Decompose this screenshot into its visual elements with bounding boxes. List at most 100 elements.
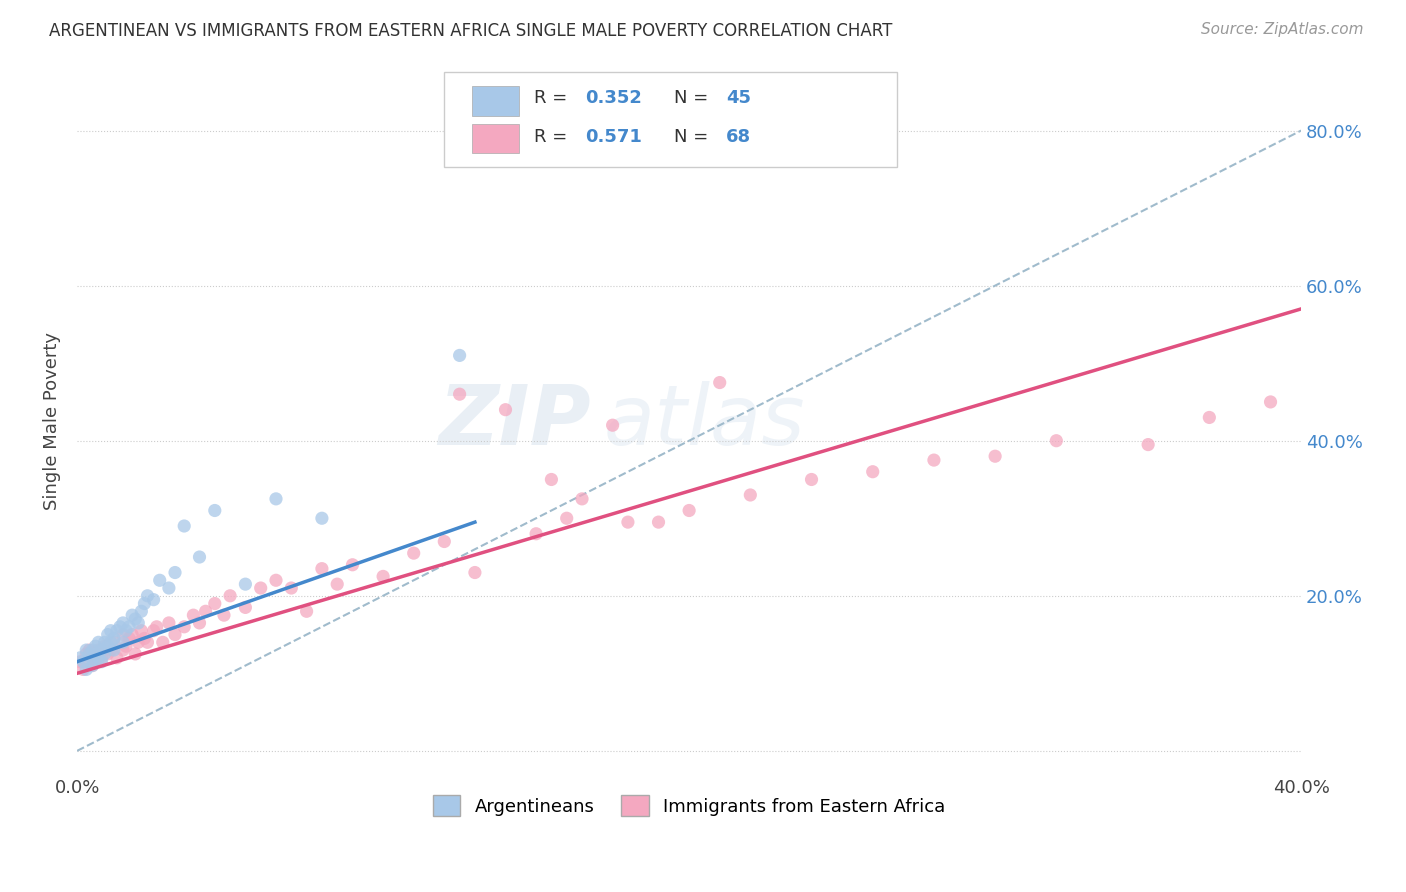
Point <box>524 526 547 541</box>
Text: 68: 68 <box>725 128 751 146</box>
Point <box>173 519 195 533</box>
Point <box>82 643 104 657</box>
Point <box>173 620 195 634</box>
Point <box>295 604 318 618</box>
Point <box>1045 434 1067 448</box>
FancyBboxPatch shape <box>444 72 897 168</box>
Point <box>249 581 271 595</box>
Point <box>342 558 364 572</box>
Point <box>82 658 104 673</box>
Point <box>212 608 235 623</box>
Point <box>678 503 700 517</box>
Point <box>371 569 394 583</box>
Point <box>90 650 112 665</box>
Point <box>87 650 110 665</box>
Text: 0.352: 0.352 <box>585 89 643 107</box>
Point <box>75 647 97 661</box>
Point <box>235 577 257 591</box>
Point <box>90 643 112 657</box>
Point <box>82 650 104 665</box>
Point <box>111 615 134 630</box>
Point <box>152 635 174 649</box>
Point <box>709 376 731 390</box>
Point <box>188 615 211 630</box>
Point <box>311 561 333 575</box>
Point <box>862 465 884 479</box>
Point <box>264 574 287 588</box>
Point <box>188 549 211 564</box>
Point <box>72 663 94 677</box>
Point <box>118 620 141 634</box>
Point <box>1198 410 1220 425</box>
Point <box>449 387 471 401</box>
Point <box>134 597 156 611</box>
Text: ARGENTINEAN VS IMMIGRANTS FROM EASTERN AFRICA SINGLE MALE POVERTY CORRELATION CH: ARGENTINEAN VS IMMIGRANTS FROM EASTERN A… <box>49 22 893 40</box>
Text: R =: R = <box>534 128 572 146</box>
Point <box>108 620 131 634</box>
Point <box>157 581 180 595</box>
Point <box>433 534 456 549</box>
Point <box>84 647 107 661</box>
Point <box>87 643 110 657</box>
Point <box>449 348 471 362</box>
Point <box>326 577 349 591</box>
Point <box>984 449 1007 463</box>
Point <box>1260 395 1282 409</box>
Point <box>264 491 287 506</box>
Text: 45: 45 <box>725 89 751 107</box>
Point <box>115 624 138 638</box>
Point <box>495 402 517 417</box>
Text: ZIP: ZIP <box>439 381 591 462</box>
Point <box>136 589 159 603</box>
Text: N =: N = <box>675 89 714 107</box>
Text: 0.571: 0.571 <box>585 128 643 146</box>
Point <box>100 624 122 638</box>
Point <box>124 612 146 626</box>
Point <box>204 503 226 517</box>
Point <box>131 624 153 638</box>
Point <box>111 627 134 641</box>
Point <box>402 546 425 560</box>
Text: N =: N = <box>675 128 714 146</box>
Point <box>647 515 669 529</box>
Point <box>163 566 186 580</box>
Point <box>69 650 91 665</box>
Point <box>87 635 110 649</box>
Point <box>149 574 172 588</box>
Point <box>97 639 120 653</box>
Point <box>84 639 107 653</box>
Point <box>136 635 159 649</box>
Point <box>93 639 115 653</box>
Point <box>235 600 257 615</box>
Text: Source: ZipAtlas.com: Source: ZipAtlas.com <box>1201 22 1364 37</box>
Point <box>145 620 167 634</box>
Point <box>127 615 149 630</box>
Point <box>602 418 624 433</box>
Point <box>118 632 141 646</box>
Point <box>280 581 302 595</box>
Point <box>617 515 640 529</box>
Point <box>82 658 104 673</box>
Point <box>103 635 125 649</box>
Point <box>97 627 120 641</box>
Text: R =: R = <box>534 89 572 107</box>
Point <box>121 627 143 641</box>
Point <box>103 643 125 657</box>
Point <box>131 604 153 618</box>
Point <box>93 647 115 661</box>
Point <box>571 491 593 506</box>
Point <box>75 643 97 657</box>
Point <box>121 608 143 623</box>
Point <box>84 655 107 669</box>
Point <box>72 655 94 669</box>
Point <box>157 615 180 630</box>
Point <box>219 589 242 603</box>
Point <box>90 655 112 669</box>
Legend: Argentineans, Immigrants from Eastern Africa: Argentineans, Immigrants from Eastern Af… <box>425 786 955 825</box>
Point <box>69 655 91 669</box>
Point <box>142 592 165 607</box>
Point <box>204 597 226 611</box>
Point <box>555 511 578 525</box>
Point <box>105 650 128 665</box>
Point <box>183 608 205 623</box>
